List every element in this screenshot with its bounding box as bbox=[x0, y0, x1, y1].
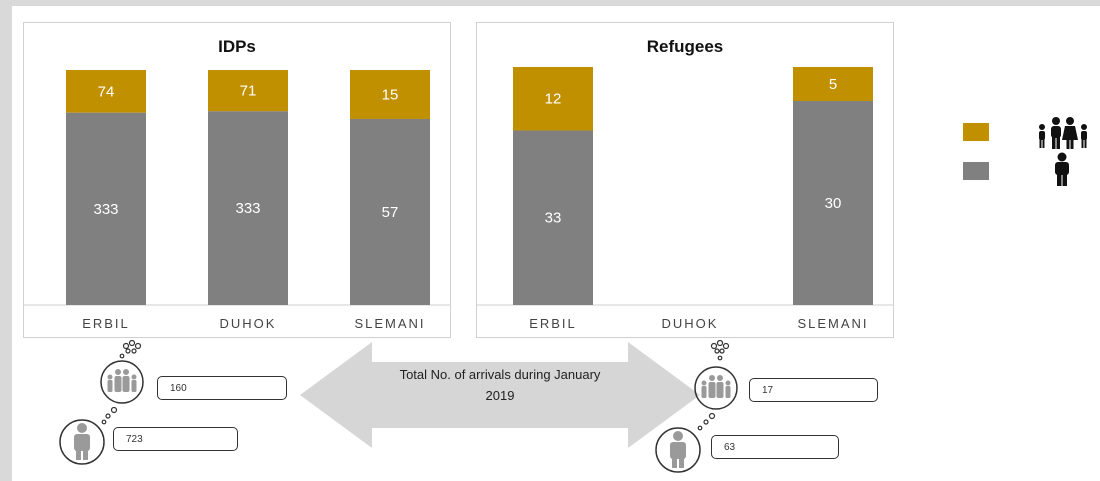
refugees-tick-erbil: ERBIL bbox=[529, 316, 577, 331]
total-arrivals-label: Total No. of arrivals during January 201… bbox=[399, 367, 601, 403]
idps-families-count-box: 160 bbox=[157, 376, 287, 400]
idps-bar-families-slemani bbox=[350, 70, 430, 119]
idps-bar-families-duhok bbox=[208, 70, 288, 112]
refugees-chart-title: Refugees bbox=[646, 37, 724, 56]
refugees-label-individuals-slemani: 30 bbox=[825, 195, 842, 212]
person-icon bbox=[1055, 152, 1069, 186]
idps-label-families-slemani: 15 bbox=[382, 86, 399, 103]
refugees-family-bubble-icon bbox=[694, 340, 738, 410]
idps-tick-duhok: DUHOK bbox=[220, 316, 277, 331]
idps-chart: 74 333 ERBIL 71 333 DUHOK 15 57 SLEMANI bbox=[24, 70, 450, 331]
idps-label-individuals-erbil: 333 bbox=[93, 201, 118, 218]
refugees-individuals-count-box: 63 bbox=[711, 435, 839, 459]
idps-individuals-count-box: 723 bbox=[113, 427, 238, 451]
refugees-label-families-erbil: 12 bbox=[545, 91, 562, 108]
refugees-bar-families-erbil bbox=[513, 67, 593, 131]
family-icon bbox=[1039, 117, 1087, 149]
idps-bar-individuals-slemani bbox=[350, 118, 430, 305]
idps-label-families-erbil: 74 bbox=[98, 83, 115, 100]
infographic-canvas: IDPs 74 333 ERBIL 71 333 DUHOK 15 57 SLEMANI Ref… bbox=[12, 6, 1100, 481]
refugees-individual-bubble-icon bbox=[655, 412, 716, 473]
idps-bar-individuals-duhok bbox=[208, 111, 288, 306]
refugees-label-families-slemani: 5 bbox=[829, 76, 837, 93]
idps-tick-erbil: ERBIL bbox=[82, 316, 130, 331]
refugees-label-individuals-erbil: 33 bbox=[545, 210, 562, 227]
refugees-tick-slemani: SLEMANI bbox=[797, 316, 868, 331]
refugees-bar-individuals-slemani bbox=[793, 101, 873, 305]
idps-tick-slemani: SLEMANI bbox=[354, 316, 425, 331]
idps-chart-panel: IDPs 74 333 ERBIL 71 333 DUHOK 15 57 SLEMANI bbox=[23, 22, 451, 338]
idps-bar-families-erbil bbox=[66, 70, 146, 113]
refugees-tick-duhok: DUHOK bbox=[662, 316, 719, 331]
idps-bar-individuals-erbil bbox=[66, 112, 146, 306]
refugees-bar-individuals-erbil bbox=[513, 130, 593, 305]
idps-chart-title: IDPs bbox=[218, 37, 256, 56]
idps-label-families-duhok: 71 bbox=[240, 83, 257, 100]
idps-label-individuals-duhok: 333 bbox=[235, 200, 260, 217]
idps-family-bubble-icon bbox=[100, 340, 144, 404]
refugees-chart: 12 33 ERBIL DUHOK 5 30 SLEMANI bbox=[477, 67, 893, 331]
idps-individual-bubble-icon bbox=[59, 406, 118, 465]
legend-swatch-individuals bbox=[963, 162, 989, 180]
refugees-bar-families-slemani bbox=[793, 67, 873, 101]
idps-label-individuals-slemani: 57 bbox=[382, 204, 399, 221]
legend-swatch-families bbox=[963, 123, 989, 141]
refugees-families-count-box: 17 bbox=[749, 378, 878, 402]
refugees-chart-panel: Refugees 12 33 ERBIL DUHOK 5 30 SLEMANI bbox=[476, 22, 894, 338]
double-arrow-shape bbox=[300, 342, 700, 448]
